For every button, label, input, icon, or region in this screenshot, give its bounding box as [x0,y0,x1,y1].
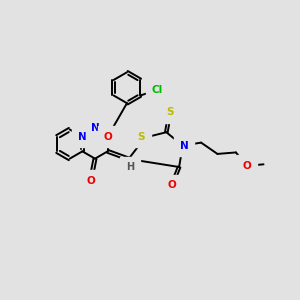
Text: O: O [86,176,95,186]
Text: Cl: Cl [152,85,163,95]
Text: N: N [78,132,87,142]
Text: O: O [243,161,252,171]
Text: N: N [180,141,188,151]
Text: N: N [91,123,100,133]
Text: H: H [126,162,134,172]
Text: O: O [167,180,176,190]
Text: S: S [166,107,174,117]
Text: S: S [138,132,145,142]
Text: O: O [103,132,112,142]
